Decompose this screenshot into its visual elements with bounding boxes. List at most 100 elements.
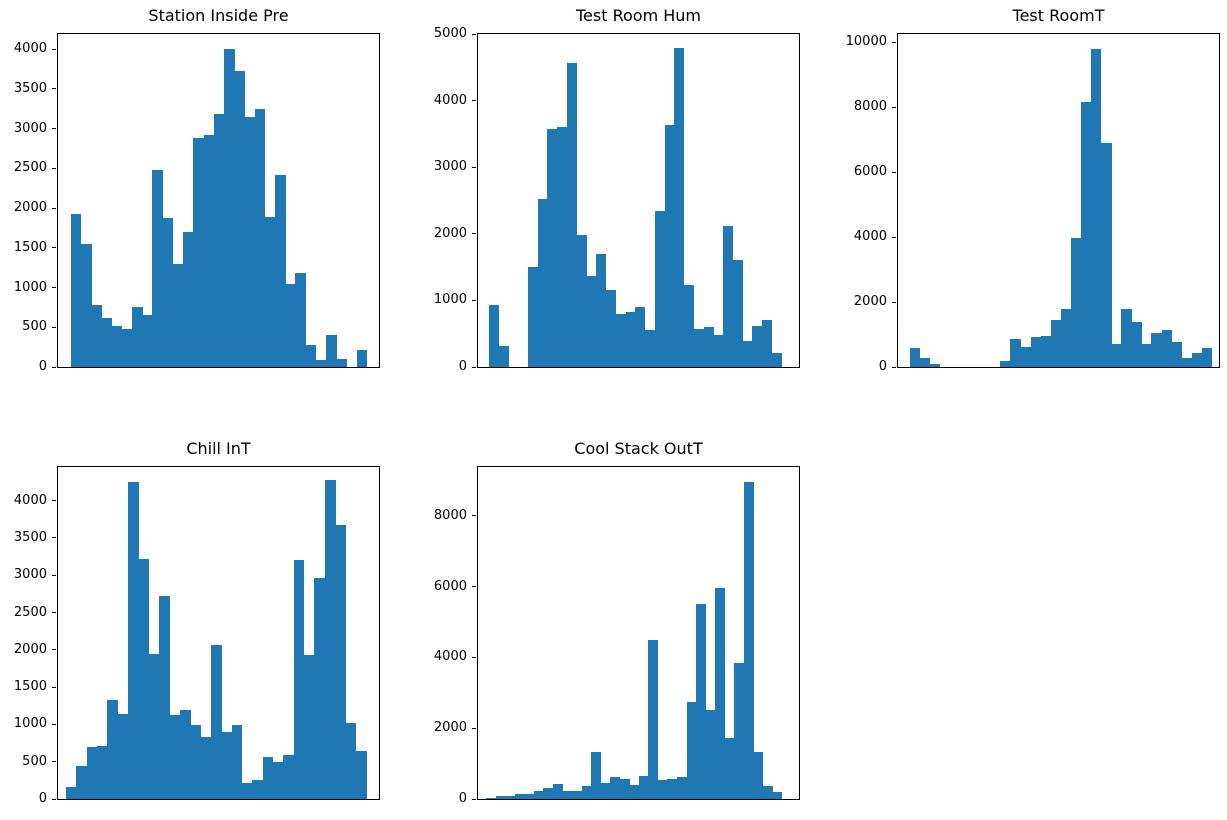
y-axis-tick-label: 3500 bbox=[13, 80, 47, 96]
y-axis-tick-mark bbox=[52, 167, 56, 169]
bar bbox=[355, 751, 367, 799]
bar bbox=[543, 788, 554, 799]
bar bbox=[645, 329, 656, 367]
bar bbox=[762, 785, 773, 799]
bar bbox=[762, 320, 773, 367]
bar bbox=[752, 325, 763, 367]
bar bbox=[305, 344, 317, 367]
y-axis-tick-mark bbox=[472, 515, 476, 517]
bar bbox=[1201, 347, 1213, 367]
y-axis-tick-mark bbox=[472, 586, 476, 588]
bar bbox=[514, 794, 525, 799]
y-axis-tick-mark bbox=[52, 798, 56, 800]
y-axis-tick-label: 0 bbox=[38, 359, 47, 374]
y-axis-tick-label: 6000 bbox=[433, 578, 467, 594]
bar bbox=[724, 737, 735, 799]
bar bbox=[203, 134, 215, 367]
bar bbox=[179, 710, 191, 799]
bar bbox=[1141, 344, 1152, 367]
bar bbox=[1131, 321, 1142, 367]
y-axis-tick-mark bbox=[52, 686, 56, 688]
bar bbox=[734, 662, 745, 799]
bar bbox=[488, 305, 500, 367]
bar bbox=[524, 794, 535, 799]
bar bbox=[210, 644, 222, 799]
bar bbox=[81, 243, 92, 367]
bar bbox=[629, 784, 640, 799]
chart-title: Cool Stack OutT bbox=[574, 439, 703, 458]
y-axis-tick-label: 2500 bbox=[13, 604, 47, 620]
y-axis-tick-mark bbox=[52, 574, 56, 576]
y-axis-tick-label: 500 bbox=[22, 319, 47, 335]
y-axis-tick-mark bbox=[52, 247, 56, 249]
histogram-bars bbox=[58, 34, 379, 367]
y-axis-tick-label: 500 bbox=[22, 753, 47, 769]
bar bbox=[654, 210, 665, 367]
bar bbox=[101, 317, 113, 367]
bar bbox=[615, 313, 626, 367]
y-axis-tick-mark bbox=[472, 166, 476, 168]
y-axis-tick-label: 1000 bbox=[13, 716, 47, 732]
bar bbox=[200, 737, 212, 799]
bar bbox=[562, 790, 573, 799]
bar bbox=[1090, 48, 1102, 367]
bar bbox=[742, 341, 753, 367]
y-axis-tick-mark bbox=[472, 656, 476, 658]
y-axis-tick-label: 8000 bbox=[853, 99, 887, 115]
plot-area bbox=[477, 33, 800, 368]
bar bbox=[70, 214, 82, 367]
bar bbox=[909, 347, 921, 367]
bar bbox=[293, 560, 305, 799]
y-axis-tick-label: 6000 bbox=[853, 164, 887, 180]
y-axis-tick-mark bbox=[892, 41, 896, 43]
bar bbox=[76, 766, 88, 799]
y-axis-tick-mark bbox=[52, 761, 56, 763]
bar bbox=[1020, 346, 1031, 367]
bar bbox=[772, 792, 783, 799]
bar bbox=[686, 702, 697, 799]
y-axis-tick-label: 4000 bbox=[13, 41, 47, 57]
bar bbox=[1191, 353, 1203, 367]
bar bbox=[91, 305, 102, 367]
bar bbox=[715, 588, 726, 799]
bar bbox=[591, 752, 601, 799]
bar bbox=[600, 782, 611, 799]
subplot-chill-int: Chill InT 0 500 1000 1500 2000 2500 3000 3500 40… bbox=[14, 439, 380, 806]
bar bbox=[552, 784, 563, 799]
bar bbox=[345, 722, 357, 799]
bar bbox=[581, 785, 592, 799]
bar bbox=[676, 776, 687, 799]
bar bbox=[152, 169, 164, 367]
y-axis-tick-label: 4000 bbox=[853, 229, 887, 244]
bar bbox=[625, 311, 636, 367]
bar bbox=[1030, 336, 1041, 367]
chart-title: Chill InT bbox=[186, 439, 251, 458]
bar bbox=[498, 345, 509, 367]
y-axis-tick-label: 2000 bbox=[13, 641, 47, 657]
bar bbox=[356, 350, 368, 367]
y-axis-tick-label: 0 bbox=[38, 791, 47, 806]
y-axis-tick-mark bbox=[472, 100, 476, 102]
bar bbox=[169, 714, 181, 799]
chart-title: Station Inside Pre bbox=[148, 6, 289, 25]
y-axis-tick-label: 2000 bbox=[433, 225, 467, 241]
bar bbox=[1151, 332, 1162, 367]
bar bbox=[66, 787, 77, 799]
bar bbox=[505, 795, 516, 799]
y-axis-tick-mark bbox=[472, 366, 476, 368]
y-axis-tick-mark bbox=[52, 88, 56, 90]
y-axis-tick-mark bbox=[892, 366, 896, 368]
bar bbox=[684, 285, 695, 367]
bar bbox=[667, 779, 678, 799]
bar bbox=[1101, 142, 1112, 367]
y-axis-tick-label: 0 bbox=[878, 359, 887, 374]
bar bbox=[314, 578, 326, 799]
y-axis-tick-label: 1000 bbox=[13, 279, 47, 295]
y-axis-tick-label: 3000 bbox=[13, 567, 47, 583]
subplot-station-inside-pre: Station Inside Pre 0 500 1000 1500 2000 2500 3… bbox=[14, 6, 380, 374]
y-axis-tick-label: 4000 bbox=[13, 492, 47, 508]
bar bbox=[664, 124, 675, 367]
y-axis-tick-mark bbox=[52, 128, 56, 130]
subplot-cool-stack-outt: Cool Stack OutT 0 2000 4000 6000 8000 bbox=[434, 439, 800, 806]
y-axis-tick-label: 3500 bbox=[13, 529, 47, 545]
